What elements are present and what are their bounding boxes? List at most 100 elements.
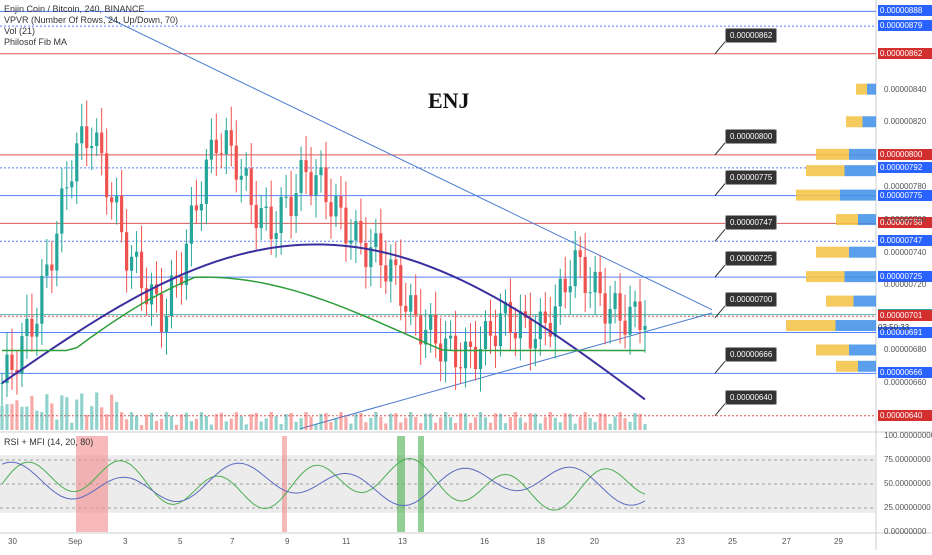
level-callout[interactable]: 0.00000666: [725, 347, 778, 363]
candle-body: [179, 276, 184, 286]
ma-label[interactable]: Philosof Fib MA: [4, 37, 68, 47]
volume-profile-down: [840, 189, 876, 201]
price-tag: 0.00000888: [878, 5, 932, 17]
time-axis-tick: 27: [782, 537, 791, 546]
volume-bar: [60, 395, 64, 430]
volume-bar: [45, 394, 49, 430]
candle-body: [159, 293, 164, 332]
candle-body: [35, 323, 39, 337]
price-tag: 0.00000792: [878, 161, 932, 173]
rsi-oversold-zone: [418, 436, 424, 532]
volume-bar: [254, 412, 258, 430]
level-callout[interactable]: 0.00000700: [725, 291, 778, 307]
vpvr-label[interactable]: VPVR (Number Of Rows, 24, Up/Down, 70): [4, 15, 179, 25]
time-axis-tick: 11: [342, 537, 351, 546]
time-axis-tick: 20: [590, 537, 599, 546]
volume-bar: [623, 418, 627, 430]
callout-pointer: [714, 360, 726, 374]
volume-bar: [139, 425, 144, 430]
volume-bar: [129, 412, 134, 430]
candle-body: [488, 321, 493, 336]
volume-profile-up: [786, 320, 836, 332]
volume-bar: [568, 413, 572, 430]
volume-bar: [389, 413, 393, 430]
volume-bar: [279, 424, 283, 430]
price-axis-tick: 0.00000780: [884, 182, 927, 192]
volume-bar: [219, 412, 223, 430]
symbol-label[interactable]: Enjin Coin / Bitcoin, 240, BINANCE: [4, 4, 145, 14]
candle-body: [548, 322, 552, 337]
rsi-legend[interactable]: RSI + MFI (14, 20, 80): [4, 437, 94, 447]
trendline-upper: [104, 15, 713, 311]
candle-body: [518, 311, 522, 339]
volume-bar: [364, 422, 368, 430]
candle-body: [309, 172, 313, 196]
level-callout[interactable]: 0.00000725: [725, 251, 778, 267]
vol-label[interactable]: Vol (21): [4, 26, 36, 36]
volume-bar: [498, 413, 503, 430]
price-tag: 0.00000775: [878, 189, 932, 201]
candle-body: [244, 168, 248, 176]
candle-body: [304, 160, 308, 173]
volume-bar: [0, 406, 4, 430]
level-callout[interactable]: 0.00000775: [725, 169, 778, 185]
candle-body: [189, 205, 194, 244]
time-axis-tick: 9: [285, 537, 290, 546]
level-callout[interactable]: 0.00000640: [725, 389, 778, 405]
volume-profile-down: [858, 214, 876, 226]
volume-bar: [204, 415, 208, 430]
volume-bar: [169, 415, 174, 430]
candle-body: [144, 288, 149, 305]
volume-bar: [578, 416, 582, 430]
level-callout[interactable]: 0.00000800: [725, 128, 778, 144]
volume-bar: [319, 413, 323, 430]
volume-bar: [503, 423, 508, 430]
volume-bar: [149, 412, 154, 430]
candle-body: [264, 206, 268, 209]
candle-body: [568, 286, 572, 293]
trendline-lower: [299, 312, 713, 430]
volume-bar: [75, 399, 79, 430]
candle-body: [154, 284, 159, 294]
volume-bar: [15, 400, 19, 430]
rsi-oversold-zone: [397, 436, 405, 532]
candle-body: [349, 240, 353, 244]
candle-body: [643, 325, 647, 330]
candle-body: [608, 309, 612, 324]
volume-profile-down: [849, 344, 876, 356]
level-callout[interactable]: 0.00000747: [725, 215, 778, 231]
volume-profile-up: [816, 246, 849, 258]
callout-pointer: [714, 41, 726, 55]
volume-profile-down: [849, 246, 876, 258]
candle-body: [369, 247, 373, 268]
candle-body: [194, 205, 198, 211]
candle-body: [439, 343, 443, 362]
volume-bar: [538, 423, 542, 430]
volume-bar: [354, 413, 358, 430]
candle-body: [60, 188, 64, 234]
candle-body: [314, 175, 318, 196]
volume-profile-up: [816, 148, 849, 160]
volume-bar: [359, 413, 363, 430]
volume-bar: [120, 412, 124, 430]
candle-body: [0, 383, 4, 385]
callout-pointer: [714, 264, 726, 278]
candle-body: [125, 232, 129, 271]
candle-body: [473, 346, 478, 370]
volume-bar: [294, 421, 298, 430]
level-callout[interactable]: 0.00000862: [725, 27, 778, 43]
volume-bar: [40, 411, 44, 430]
volume-bar: [543, 416, 547, 430]
candle-body: [249, 168, 253, 205]
price-tag: 0.00000879: [878, 20, 932, 32]
candle-body: [134, 251, 139, 257]
candle-body: [528, 317, 532, 349]
price-axis-tick: 0.00000660: [884, 378, 927, 388]
candle-body: [120, 195, 124, 233]
volume-bar: [259, 421, 263, 430]
volume-bar: [179, 414, 184, 430]
volume-bar: [449, 417, 453, 430]
volume-bar: [394, 413, 398, 430]
candle-body: [394, 259, 398, 266]
